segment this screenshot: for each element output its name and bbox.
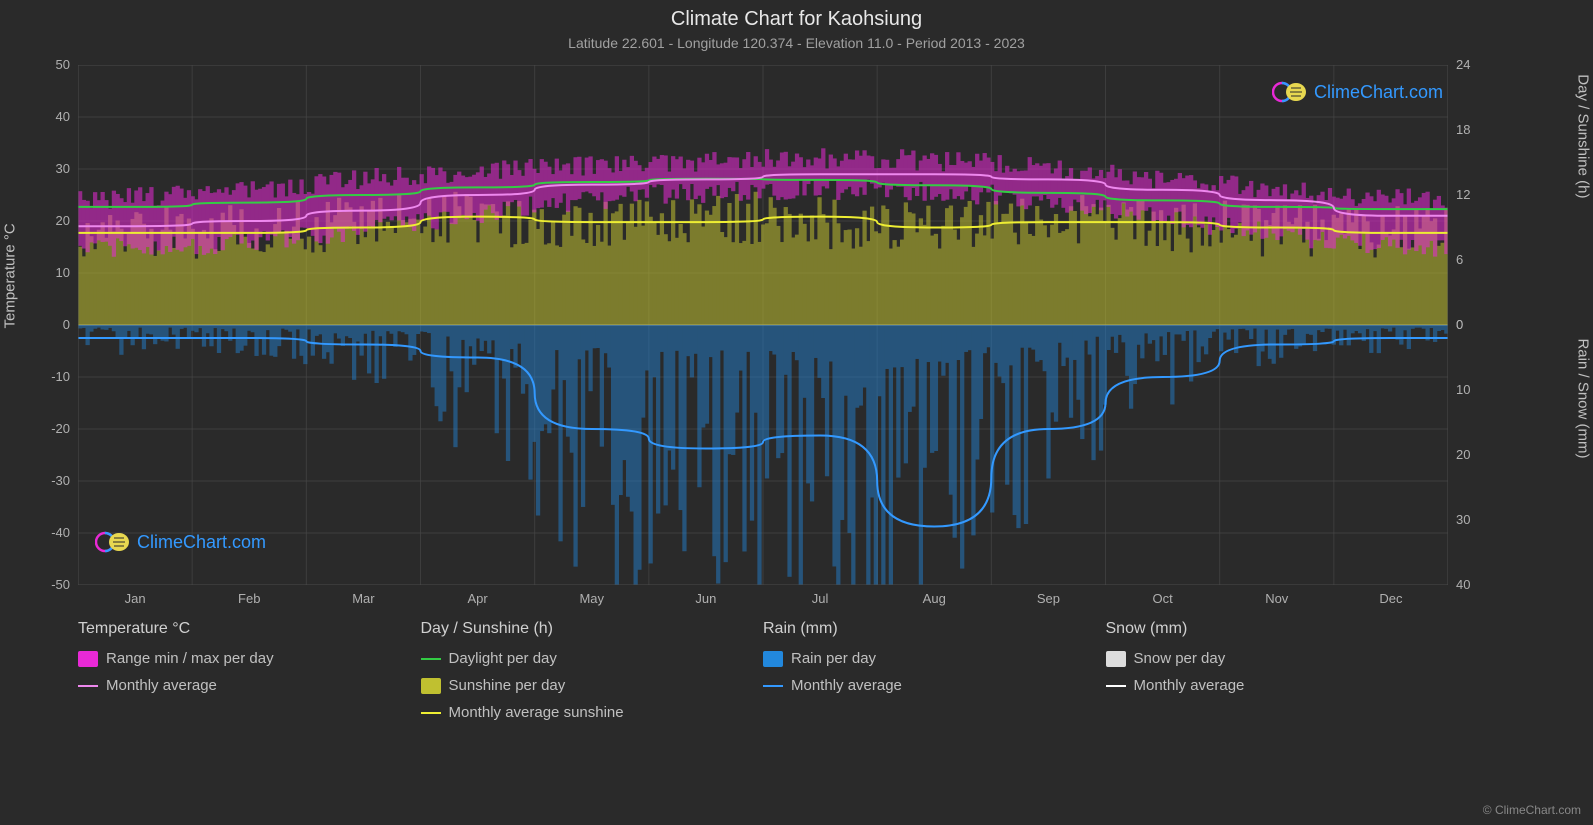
legend-group-title: Snow (mm): [1106, 620, 1449, 638]
logo-icon: [1272, 80, 1308, 104]
y-axis-right-bottom-label: Rain / Snow (mm): [1575, 338, 1592, 458]
tick-label: -30: [51, 473, 70, 488]
legend-group: Rain (mm) Rain per day Monthly average: [763, 620, 1106, 721]
tick-label: 0: [63, 317, 70, 332]
tick-label: 30: [56, 161, 70, 176]
watermark-text: ClimeChart.com: [137, 532, 266, 553]
tick-label: May: [579, 591, 604, 606]
tick-label: 18: [1456, 122, 1470, 137]
tick-label: Aug: [923, 591, 946, 606]
legend: Temperature °C Range min / max per day Mon…: [78, 620, 1448, 721]
climate-chart: Climate Chart for Kaohsiung Latitude 22.…: [0, 0, 1593, 825]
tick-label: 40: [56, 109, 70, 124]
legend-label: Monthly average: [1134, 677, 1245, 694]
tick-label: Sep: [1037, 591, 1060, 606]
legend-item: Daylight per day: [421, 650, 764, 667]
legend-swatch: [421, 678, 441, 694]
tick-label: 30: [1456, 512, 1470, 527]
legend-item: Monthly average: [78, 677, 421, 694]
legend-item: Monthly average: [1106, 677, 1449, 694]
legend-group-title: Rain (mm): [763, 620, 1106, 638]
tick-label: -40: [51, 525, 70, 540]
legend-swatch: [78, 651, 98, 667]
tick-label: Oct: [1152, 591, 1172, 606]
tick-label: 12: [1456, 187, 1470, 202]
legend-label: Monthly average sunshine: [449, 704, 624, 721]
watermark-top-right: ClimeChart.com: [1272, 80, 1443, 104]
legend-item: Monthly average: [763, 677, 1106, 694]
tick-label: 40: [1456, 577, 1470, 592]
chart-subtitle: Latitude 22.601 - Longitude 120.374 - El…: [0, 31, 1593, 51]
y-axis-left-label: Temperature °C: [2, 223, 19, 328]
tick-label: 50: [56, 57, 70, 72]
tick-label: 10: [1456, 382, 1470, 397]
legend-item: Snow per day: [1106, 650, 1449, 667]
legend-label: Monthly average: [791, 677, 902, 694]
tick-label: Jul: [812, 591, 829, 606]
copyright: © ClimeChart.com: [1483, 803, 1581, 817]
tick-label: 20: [56, 213, 70, 228]
legend-line: [421, 712, 441, 714]
tick-label: 6: [1456, 252, 1463, 267]
legend-label: Daylight per day: [449, 650, 557, 667]
legend-label: Rain per day: [791, 650, 876, 667]
legend-line: [421, 658, 441, 660]
plot-area: [78, 65, 1448, 585]
legend-label: Range min / max per day: [106, 650, 274, 667]
tick-label: -10: [51, 369, 70, 384]
tick-label: Jan: [125, 591, 146, 606]
legend-group-title: Temperature °C: [78, 620, 421, 638]
legend-line: [1106, 685, 1126, 687]
legend-line: [78, 685, 98, 687]
watermark-text: ClimeChart.com: [1314, 82, 1443, 103]
tick-label: Mar: [352, 591, 374, 606]
legend-group: Day / Sunshine (h) Daylight per day Sunshi…: [421, 620, 764, 721]
tick-label: 20: [1456, 447, 1470, 462]
tick-label: 24: [1456, 57, 1470, 72]
legend-group-title: Day / Sunshine (h): [421, 620, 764, 638]
legend-swatch: [1106, 651, 1126, 667]
legend-label: Sunshine per day: [449, 677, 566, 694]
tick-label: 0: [1456, 317, 1463, 332]
watermark-bottom-left: ClimeChart.com: [95, 530, 266, 554]
tick-label: Nov: [1265, 591, 1288, 606]
tick-label: 10: [56, 265, 70, 280]
tick-label: Jun: [695, 591, 716, 606]
legend-swatch: [763, 651, 783, 667]
plot-svg: [78, 65, 1448, 585]
legend-group: Temperature °C Range min / max per day Mon…: [78, 620, 421, 721]
tick-label: -20: [51, 421, 70, 436]
chart-title: Climate Chart for Kaohsiung: [0, 0, 1593, 31]
legend-label: Snow per day: [1134, 650, 1226, 667]
tick-label: -50: [51, 577, 70, 592]
y-axis-right-top-label: Day / Sunshine (h): [1575, 74, 1592, 198]
legend-item: Range min / max per day: [78, 650, 421, 667]
legend-label: Monthly average: [106, 677, 217, 694]
legend-line: [763, 685, 783, 687]
legend-item: Sunshine per day: [421, 677, 764, 694]
legend-item: Monthly average sunshine: [421, 704, 764, 721]
legend-item: Rain per day: [763, 650, 1106, 667]
tick-label: Apr: [467, 591, 487, 606]
legend-group: Snow (mm) Snow per day Monthly average: [1106, 620, 1449, 721]
logo-icon: [95, 530, 131, 554]
tick-label: Feb: [238, 591, 260, 606]
tick-label: Dec: [1379, 591, 1402, 606]
